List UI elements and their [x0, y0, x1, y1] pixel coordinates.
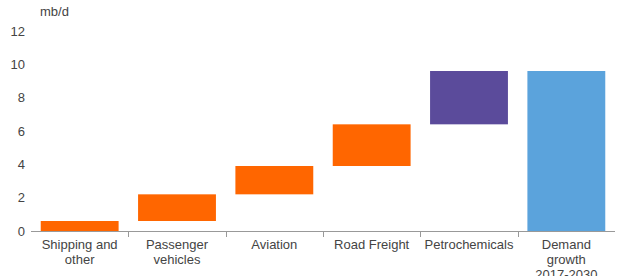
bar — [333, 124, 411, 166]
bar — [430, 71, 508, 124]
chart: mb/d 0 2 4 6 8 10 12 Shipping andother Passengerv… — [0, 0, 640, 276]
x-tick-label: Shipping andother — [42, 237, 118, 267]
x-tick — [128, 231, 129, 237]
bar — [41, 221, 119, 231]
y-tick-label: 0 — [18, 224, 25, 239]
y-tick-label: 12 — [11, 24, 25, 39]
x-tick-label: Demandgrowth2017-2030 — [535, 237, 597, 276]
bar — [235, 166, 313, 194]
y-axis-label: mb/d — [40, 4, 69, 19]
y-tick-label: 2 — [18, 190, 25, 205]
y-tick-label: 8 — [18, 90, 25, 105]
x-tick-label: Aviation — [251, 237, 297, 252]
bar — [138, 194, 216, 221]
x-tick — [420, 231, 421, 237]
x-tick-label: Road Freight — [334, 237, 410, 252]
x-tick — [323, 231, 324, 237]
y-tick-label: 4 — [18, 157, 25, 172]
x-tick — [518, 231, 519, 237]
x-tick-label: Petrochemicals — [425, 237, 514, 252]
total-bar — [527, 71, 605, 231]
x-tick-label: Passengervehicles — [146, 237, 209, 267]
y-tick-label: 6 — [18, 124, 25, 139]
y-tick-label: 10 — [11, 57, 25, 72]
x-tick — [226, 231, 227, 237]
